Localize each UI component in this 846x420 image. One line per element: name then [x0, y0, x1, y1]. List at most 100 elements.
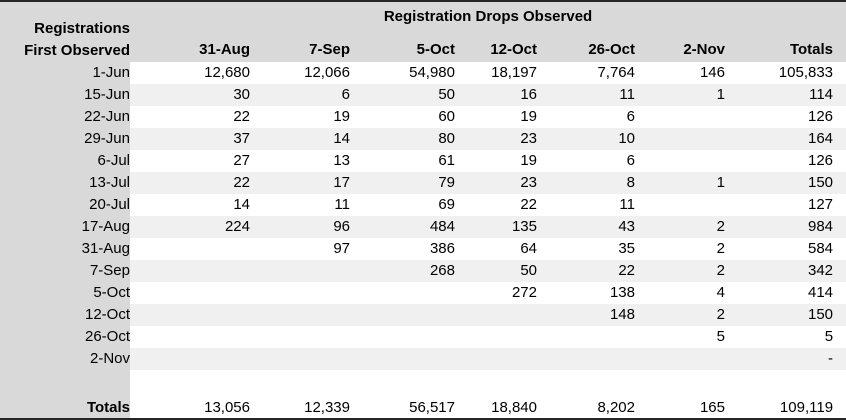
table-footer: Totals 13,056 12,339 56,517 18,840 8,202… — [0, 370, 846, 418]
cell — [635, 106, 725, 128]
cell: 2 — [635, 216, 725, 238]
totals-cell: 109,119 — [779, 398, 834, 416]
row-label: 17-Aug — [0, 216, 130, 238]
cell: 13 — [333, 152, 350, 169]
totals-cell: 13,056 — [204, 398, 250, 416]
table-row: 29-Jun 37 14 80 23 10 164 — [0, 128, 846, 150]
table-row: 20-Jul 14 11 69 22 11 127 — [0, 194, 846, 216]
column-header-31-aug: 31-Aug — [130, 30, 250, 62]
cell — [635, 128, 725, 150]
cell — [130, 304, 250, 326]
cell: 342 — [725, 260, 846, 282]
cell: 484 — [350, 216, 455, 238]
row-axis-label: Registrations First Observed — [0, 2, 130, 62]
cell: 17 — [250, 172, 350, 194]
cell: 224 — [130, 216, 250, 238]
cell: 272 — [511, 284, 537, 301]
cell: - — [725, 348, 846, 370]
cell: 5 — [824, 328, 834, 345]
cell: 14 — [233, 196, 250, 213]
cell: 126 — [808, 152, 834, 169]
table-body: 1-Jun 12,680 12,066 54,980 18,197 7,764 146 105… — [0, 62, 846, 370]
table-row: 5-Oct 272 138 4 414 — [0, 282, 846, 304]
cell: 2 — [716, 240, 725, 257]
cell: 7,764 — [597, 64, 635, 81]
cell — [635, 348, 725, 370]
totals-cell: 56,517 — [409, 398, 455, 416]
cell: 146 — [699, 64, 725, 81]
row-label: 2-Nov — [0, 348, 130, 370]
table-row: 17-Aug 224 96 484 135 43 2 984 — [0, 216, 846, 238]
cell: 2 — [635, 260, 725, 282]
table-row: 1-Jun 12,680 12,066 54,980 18,197 7,764 146 105… — [0, 62, 846, 84]
row-label: 5-Oct — [0, 282, 130, 304]
totals-row: Totals 13,056 12,339 56,517 18,840 8,202… — [0, 392, 846, 418]
cell: 79 — [350, 172, 455, 194]
table-row: 6-Jul 27 13 61 19 6 126 — [0, 150, 846, 172]
cell — [250, 326, 350, 348]
cell: 6 — [626, 108, 635, 125]
cell — [537, 326, 635, 348]
cell: 22 — [520, 196, 537, 213]
cell — [250, 348, 350, 370]
cell: 54,980 — [409, 64, 455, 81]
totals-cell: 165 — [699, 398, 725, 416]
table-row: 22-Jun 22 19 60 19 6 126 — [0, 106, 846, 128]
cell: 97 — [333, 240, 350, 257]
cell: 30 — [130, 84, 250, 106]
cell — [130, 238, 250, 260]
cell: 1 — [635, 84, 725, 106]
row-axis-label-line2: First Observed — [24, 42, 130, 59]
cell: 23 — [455, 172, 537, 194]
cell: 22 — [537, 260, 635, 282]
cell: 8 — [537, 172, 635, 194]
cell: 4 — [716, 284, 725, 301]
cell: 984 — [725, 216, 846, 238]
column-header-12-oct: 12-Oct — [455, 30, 537, 62]
row-label: 20-Jul — [0, 194, 130, 216]
totals-cell: 12,339 — [304, 398, 350, 416]
cell: 148 — [537, 304, 635, 326]
cell: 2 — [635, 304, 725, 326]
cell — [350, 304, 455, 326]
cell: 96 — [250, 216, 350, 238]
cell — [130, 326, 250, 348]
cell: 6 — [250, 84, 350, 106]
table-row: 31-Aug 97 386 64 35 2 584 — [0, 238, 846, 260]
cell: 11 — [537, 84, 635, 106]
cell: 19 — [333, 108, 350, 125]
row-label: 31-Aug — [0, 238, 130, 260]
cell: 12,680 — [204, 64, 250, 81]
cell — [455, 304, 537, 326]
table-row: 13-Jul 22 17 79 23 8 1 150 — [0, 172, 846, 194]
cell: 64 — [520, 240, 537, 257]
row-label: 1-Jun — [0, 62, 130, 84]
cell — [130, 348, 250, 370]
cell: 386 — [429, 240, 455, 257]
cell: 138 — [609, 284, 635, 301]
cell — [350, 282, 455, 304]
row-axis-label-line1: Registrations — [34, 20, 130, 37]
totals-row-label: Totals — [0, 392, 130, 418]
cell — [250, 282, 350, 304]
cell: 80 — [350, 128, 455, 150]
cell: 37 — [130, 128, 250, 150]
cell — [635, 150, 725, 172]
cell — [130, 282, 250, 304]
row-label: 15-Jun — [0, 84, 130, 106]
totals-cell: 8,202 — [597, 398, 635, 416]
cell: 1 — [635, 172, 725, 194]
table-title: Registration Drops Observed — [130, 2, 846, 30]
cell: 60 — [438, 108, 455, 125]
cell: 35 — [618, 240, 635, 257]
spacer-label-cell — [0, 370, 130, 392]
cell: 19 — [520, 108, 537, 125]
cell: 22 — [130, 172, 250, 194]
cell: 16 — [455, 84, 537, 106]
cell: 69 — [438, 196, 455, 213]
cell: 6 — [626, 152, 635, 169]
cell — [250, 304, 350, 326]
cell — [455, 326, 537, 348]
cell: 14 — [250, 128, 350, 150]
